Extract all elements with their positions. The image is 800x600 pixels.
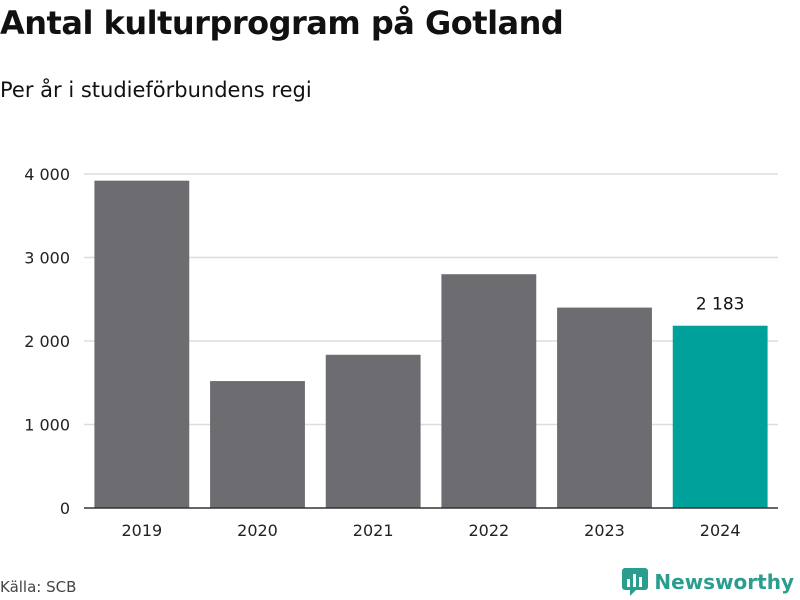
y-tick-label: 0: [60, 499, 70, 518]
brand-logo: Newsworthy: [622, 568, 794, 596]
x-tick-label: 2023: [584, 521, 625, 540]
source-note: Källa: SCB: [0, 578, 77, 596]
x-tick-label: 2024: [700, 521, 741, 540]
x-tick-label: 2021: [353, 521, 394, 540]
bar-2022: [441, 274, 537, 508]
newsworthy-logo-icon: [622, 568, 649, 596]
x-tick-label: 2020: [237, 521, 278, 540]
bar-2020: [210, 381, 305, 508]
x-tick-label: 2019: [121, 521, 162, 540]
y-tick-label: 3 000: [24, 249, 70, 268]
y-tick-label: 1 000: [24, 416, 70, 435]
y-tick-label: 2 000: [24, 332, 70, 351]
bar-2019: [94, 180, 190, 508]
y-axis-ticks: 0 1 000 2 000 3 000 4 000: [24, 165, 70, 518]
x-axis-ticks: 2019 2020 2021 2022 2023 2024: [84, 507, 778, 540]
x-tick-label: 2022: [468, 521, 509, 540]
y-tick-label: 4 000: [24, 165, 70, 184]
chart-title: Antal kulturprogram på Gotland: [0, 4, 564, 42]
bar-2024: [672, 325, 768, 508]
bar-2023: [557, 307, 652, 508]
gridlines: [84, 173, 778, 426]
brand-name: Newsworthy: [654, 570, 794, 594]
bar-2021: [325, 354, 421, 508]
data-labels: 2 183: [696, 295, 745, 315]
bars: [94, 180, 768, 508]
chart-subtitle: Per år i studieförbundens regi: [0, 78, 312, 102]
data-label: 2 183: [696, 295, 745, 315]
